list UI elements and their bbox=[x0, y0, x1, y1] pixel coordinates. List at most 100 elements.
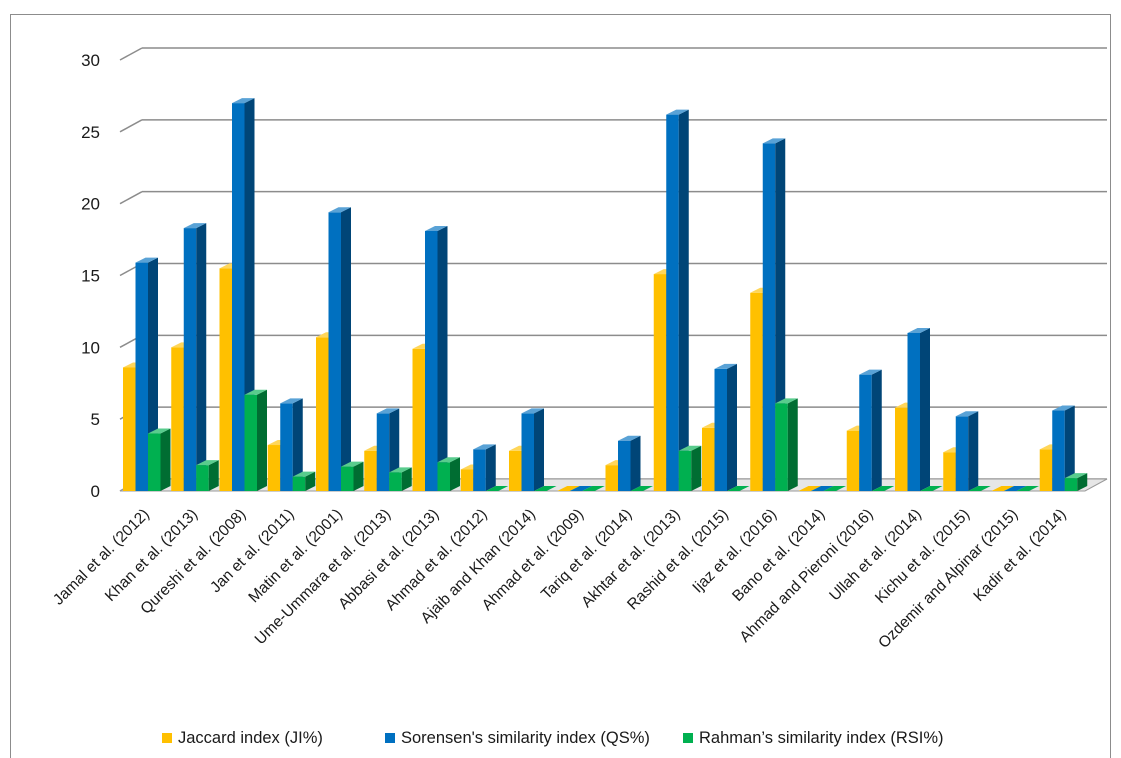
bar-side bbox=[401, 467, 412, 491]
legend-swatch bbox=[385, 733, 395, 743]
legend-label: Sorensen's similarity index (QS%) bbox=[401, 729, 650, 747]
x-tick-label: Jan et al. (2011) bbox=[207, 506, 297, 596]
legend-swatch bbox=[683, 733, 693, 743]
bar bbox=[859, 369, 882, 491]
bar-front bbox=[196, 465, 209, 491]
bar-front bbox=[666, 114, 679, 492]
bar-front bbox=[135, 262, 148, 491]
bar bbox=[618, 435, 641, 491]
bar-front bbox=[244, 394, 257, 491]
legend-label: Rahman’s similarity index (RSI%) bbox=[699, 729, 944, 747]
bar-top bbox=[1016, 486, 1039, 491]
bar-top bbox=[521, 408, 544, 414]
bar-front bbox=[521, 413, 534, 491]
bar-front bbox=[460, 469, 474, 491]
bar-top bbox=[811, 486, 834, 491]
bar-top bbox=[280, 398, 303, 404]
bar-top bbox=[762, 138, 786, 144]
bar-top bbox=[389, 467, 412, 473]
bar-top bbox=[328, 207, 351, 213]
bar-front bbox=[775, 403, 788, 491]
bar-front bbox=[171, 347, 184, 491]
legend: Jaccard index (JI%) Sorensen's similarity… bbox=[162, 729, 944, 747]
legend-item: Rahman’s similarity index (RSI%) bbox=[683, 729, 944, 747]
bar-side bbox=[208, 460, 219, 491]
bar-front bbox=[678, 450, 692, 491]
bar bbox=[569, 486, 593, 491]
bar-front bbox=[714, 368, 727, 491]
bar-side bbox=[691, 445, 702, 491]
bar bbox=[920, 486, 943, 491]
bar-top bbox=[376, 408, 400, 414]
bar-front bbox=[267, 445, 281, 491]
bar bbox=[666, 109, 689, 492]
x-tick-label: Tariq et al. (2014) bbox=[538, 506, 635, 603]
bar-top bbox=[1064, 473, 1088, 479]
bar-top bbox=[823, 486, 846, 491]
gridline-depth bbox=[119, 47, 143, 61]
bar-top bbox=[425, 225, 448, 231]
bar bbox=[521, 408, 544, 491]
bar bbox=[232, 98, 255, 491]
bar bbox=[1004, 486, 1027, 491]
bar-side bbox=[534, 408, 544, 491]
bar-top bbox=[859, 369, 882, 375]
bar-top bbox=[292, 471, 316, 477]
bar-front bbox=[618, 440, 631, 491]
bar-top bbox=[618, 435, 641, 441]
bar-front bbox=[955, 416, 969, 491]
bar-top bbox=[196, 460, 219, 466]
legend-label: Jaccard index (JI%) bbox=[178, 729, 323, 747]
bar-top bbox=[714, 363, 737, 369]
bar-top bbox=[244, 389, 267, 395]
bar-top bbox=[232, 98, 255, 104]
bar-side bbox=[450, 457, 460, 491]
bar bbox=[727, 486, 750, 491]
bar-side bbox=[968, 411, 979, 491]
bar-front bbox=[895, 407, 908, 491]
bar-side bbox=[196, 223, 207, 491]
bar bbox=[557, 486, 580, 491]
y-tick-label: 10 bbox=[81, 338, 100, 357]
bar-side bbox=[678, 109, 689, 492]
bar-front bbox=[328, 212, 341, 491]
bar-top bbox=[678, 445, 702, 451]
bar-front bbox=[509, 450, 522, 491]
bar-front bbox=[148, 433, 161, 491]
bar-front bbox=[376, 413, 390, 491]
bar-front bbox=[1039, 449, 1053, 491]
bar-top bbox=[1052, 405, 1075, 411]
bar bbox=[678, 445, 702, 491]
bar-side bbox=[727, 363, 737, 491]
bar-side bbox=[787, 398, 798, 491]
bar bbox=[473, 444, 496, 491]
bar bbox=[907, 327, 930, 491]
bar-top bbox=[1004, 486, 1027, 491]
bar-top bbox=[775, 398, 798, 404]
x-tick-label: Bano et al. (2014) bbox=[729, 506, 828, 605]
bar-top bbox=[920, 486, 943, 491]
bar-front bbox=[437, 462, 450, 491]
bar-side bbox=[437, 225, 448, 492]
bar bbox=[811, 486, 834, 491]
x-tick-label: Kadir et al. (2014) bbox=[970, 506, 1069, 605]
bar-side bbox=[160, 428, 171, 491]
bar-top bbox=[473, 444, 496, 450]
bar-top bbox=[871, 486, 895, 491]
bar-top bbox=[907, 327, 930, 333]
bar-front bbox=[762, 143, 776, 491]
bar-side bbox=[257, 389, 267, 491]
y-tick-label: 25 bbox=[81, 123, 100, 142]
bar bbox=[823, 486, 846, 491]
bar bbox=[196, 460, 219, 491]
bar-top bbox=[630, 486, 653, 491]
bar-front bbox=[292, 476, 306, 491]
bar-side bbox=[920, 327, 930, 491]
bar bbox=[871, 486, 895, 491]
bar-top bbox=[798, 486, 821, 491]
bar-front bbox=[364, 450, 377, 491]
x-tick-label: Ijaz et al. (2016) bbox=[689, 506, 780, 597]
bar-top bbox=[955, 411, 979, 417]
bar bbox=[775, 398, 798, 491]
